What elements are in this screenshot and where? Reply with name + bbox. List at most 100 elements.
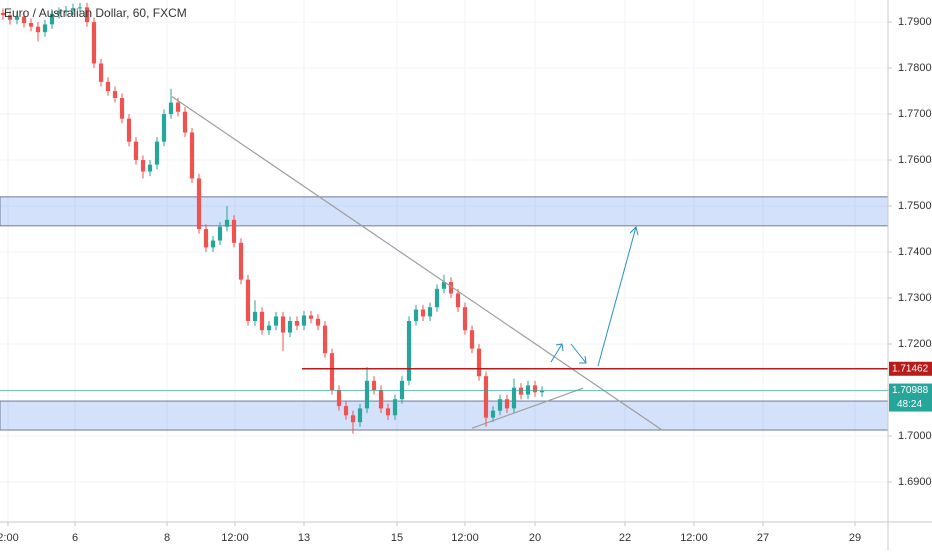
y-tick-label: 1.73000 [898, 292, 932, 304]
candle-body [469, 330, 475, 349]
candle-body [49, 13, 55, 25]
candle-body [238, 242, 244, 280]
candle-body [133, 141, 139, 161]
candle-body [399, 380, 405, 400]
candle-body [483, 376, 489, 418]
candle-body [287, 321, 293, 333]
candle-body [266, 325, 272, 331]
candle-body [364, 380, 370, 409]
arrow-head [555, 343, 564, 352]
candle-body [385, 408, 391, 416]
candle-body [70, 8, 76, 11]
level-label-box [889, 361, 932, 376]
candle-body [168, 102, 174, 115]
arrow [597, 226, 637, 367]
candle-body [497, 399, 503, 411]
candle-body [490, 410, 496, 418]
x-tick-label: 27 [757, 532, 769, 544]
candle-body [182, 111, 188, 133]
last-price-label: 1.70988 [892, 385, 929, 396]
grid [0, 0, 888, 522]
candle-body [406, 321, 412, 381]
candle-body [504, 399, 510, 409]
candle-body [448, 281, 454, 294]
candle-body [294, 321, 300, 326]
candle-body [539, 390, 545, 393]
candle-body [77, 7, 83, 9]
y-tick-label: 1.69000 [898, 476, 932, 488]
countdown-label: 48:24 [897, 399, 922, 410]
candle-body [161, 114, 167, 142]
candle-body [28, 22, 34, 27]
candle-body [413, 309, 419, 322]
x-tick-label: 20 [529, 532, 541, 544]
candle-body [518, 387, 524, 395]
candle-body [189, 132, 195, 179]
candle-body [371, 380, 377, 391]
y-tick-label: 1.70000 [898, 430, 932, 442]
chart-title: Euro / Australian Dollar, 60, FXCM [4, 6, 187, 20]
candle-body [420, 309, 426, 317]
candle-body [336, 390, 342, 407]
arrow [570, 343, 587, 364]
candle-body [308, 315, 314, 319]
candle-body [217, 226, 223, 241]
candle-body [532, 385, 538, 393]
candle-body [56, 11, 62, 14]
y-tick-label: 1.77000 [898, 108, 932, 120]
candle-body [455, 293, 461, 308]
candle-body [224, 219, 230, 227]
candle-body [175, 102, 181, 112]
candle-body [252, 311, 258, 322]
candle-body [462, 307, 468, 331]
candle-body [105, 81, 111, 92]
y-tick-label: 1.78000 [898, 62, 932, 74]
candle-body [322, 325, 328, 354]
level-label: 1.71462 [892, 363, 929, 374]
y-tick-label: 1.74000 [898, 246, 932, 258]
candle-body [140, 160, 146, 172]
candle-body [91, 22, 97, 64]
x-tick-label: 29 [849, 532, 861, 544]
candle-body [154, 141, 160, 165]
candle-body [14, 16, 20, 20]
y-tick-label: 1.76000 [898, 154, 932, 166]
candle-body [273, 316, 279, 326]
candle-body [231, 219, 237, 243]
candle-body [476, 348, 482, 377]
x-tick-label: 13 [298, 532, 310, 544]
axes: 1.690001.700001.710001.720001.730001.740… [0, 16, 932, 544]
candle-body [0, 12, 6, 16]
candle-body [350, 415, 356, 423]
candle-body [378, 390, 384, 409]
candle-body [357, 408, 363, 423]
x-tick-label: 6 [72, 532, 78, 544]
candle-body [7, 15, 13, 20]
trendline [171, 96, 663, 431]
candle-body [84, 7, 90, 23]
arrow-head [579, 355, 587, 364]
y-tick-label: 1.75000 [898, 200, 932, 212]
zone [0, 400, 889, 431]
x-tick-label: 22 [619, 532, 631, 544]
candle-body [434, 288, 440, 308]
candle-body [203, 229, 209, 248]
candle-body [63, 10, 69, 12]
candle-body [280, 316, 286, 333]
zone [0, 196, 889, 227]
candle-body [392, 399, 398, 416]
x-tick-label: 12:00 [680, 532, 708, 544]
candle-body [35, 26, 41, 33]
candle-body [112, 91, 118, 98]
candle-body [427, 307, 433, 317]
candle-body [511, 387, 517, 409]
candle-body [210, 240, 216, 248]
candle-body [196, 178, 202, 230]
candle-body [42, 24, 48, 33]
last-price-box [889, 383, 932, 412]
candle-body [21, 16, 27, 23]
arrow [550, 343, 563, 363]
x-tick-label: 2:00 [0, 532, 19, 544]
